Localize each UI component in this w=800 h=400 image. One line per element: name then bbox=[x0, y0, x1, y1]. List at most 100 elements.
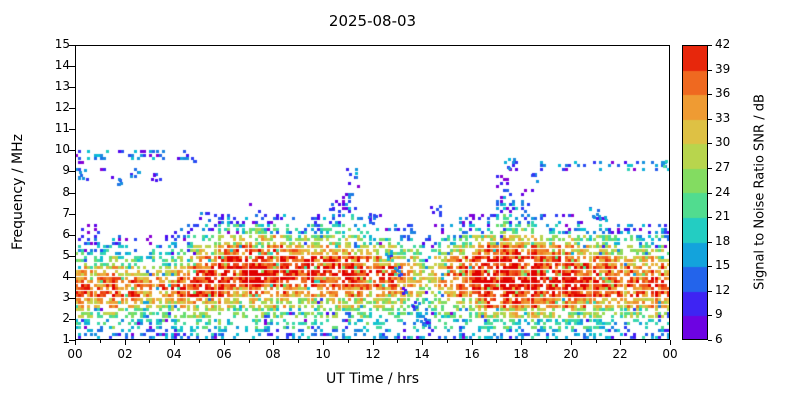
y-tick-mark bbox=[69, 256, 75, 257]
colorbar-tick-label: 12 bbox=[715, 283, 731, 297]
y-axis-label: Frequency / MHz bbox=[10, 134, 26, 250]
y-tick-label: 5 bbox=[62, 248, 70, 262]
x-tick-label: 14 bbox=[414, 347, 430, 361]
x-minor-tick-mark bbox=[546, 340, 547, 343]
y-tick-mark bbox=[69, 277, 75, 278]
x-tick-label: 20 bbox=[563, 347, 579, 361]
x-tick-mark bbox=[472, 340, 473, 345]
x-tick-label: 18 bbox=[513, 347, 529, 361]
x-tick-mark bbox=[571, 340, 572, 345]
y-tick-mark bbox=[69, 214, 75, 215]
x-tick-label: 12 bbox=[365, 347, 381, 361]
x-tick-label: 00 bbox=[67, 347, 83, 361]
x-tick-mark bbox=[174, 340, 175, 345]
colorbar-tick-label: 24 bbox=[715, 185, 731, 199]
x-tick-mark bbox=[521, 340, 522, 345]
colorbar-tick-label: 21 bbox=[715, 209, 731, 223]
colorbar bbox=[682, 45, 708, 340]
x-minor-tick-mark bbox=[397, 340, 398, 343]
y-tick-label: 3 bbox=[62, 290, 70, 304]
colorbar-tick-mark bbox=[708, 119, 712, 120]
y-tick-label: 2 bbox=[62, 311, 70, 325]
plot-area bbox=[75, 45, 670, 340]
x-tick-mark bbox=[125, 340, 126, 345]
x-minor-tick-mark bbox=[596, 340, 597, 343]
y-tick-mark bbox=[69, 108, 75, 109]
colorbar-tick-mark bbox=[708, 315, 712, 316]
x-tick-mark bbox=[323, 340, 324, 345]
colorbar-tick-label: 27 bbox=[715, 160, 731, 174]
x-tick-label: 02 bbox=[117, 347, 133, 361]
colorbar-tick-mark bbox=[708, 45, 712, 46]
y-tick-label: 7 bbox=[62, 206, 70, 220]
x-minor-tick-mark bbox=[447, 340, 448, 343]
colorbar-tick-label: 33 bbox=[715, 111, 731, 125]
x-tick-label: 22 bbox=[612, 347, 628, 361]
y-tick-mark bbox=[69, 340, 75, 341]
x-axis-label: UT Time / hrs bbox=[325, 371, 420, 387]
colorbar-tick-mark bbox=[708, 193, 712, 194]
y-tick-mark bbox=[69, 66, 75, 67]
y-tick-label: 10 bbox=[54, 142, 70, 156]
x-tick-mark bbox=[670, 340, 671, 345]
x-tick-label: 06 bbox=[216, 347, 232, 361]
y-tick-mark bbox=[69, 171, 75, 172]
y-tick-mark bbox=[69, 193, 75, 194]
y-tick-label: 6 bbox=[62, 227, 70, 241]
x-tick-label: 16 bbox=[464, 347, 480, 361]
y-tick-mark bbox=[69, 319, 75, 320]
x-tick-mark bbox=[273, 340, 274, 345]
x-tick-mark bbox=[75, 340, 76, 345]
colorbar-tick-mark bbox=[708, 340, 712, 341]
y-tick-label: 1 bbox=[62, 332, 70, 346]
colorbar-tick-mark bbox=[708, 70, 712, 71]
x-minor-tick-mark bbox=[199, 340, 200, 343]
y-tick-label: 9 bbox=[62, 163, 70, 177]
colorbar-tick-mark bbox=[708, 217, 712, 218]
x-tick-label: 00 bbox=[662, 347, 678, 361]
y-tick-mark bbox=[69, 150, 75, 151]
x-minor-tick-mark bbox=[348, 340, 349, 343]
y-tick-label: 15 bbox=[54, 37, 70, 51]
y-tick-label: 11 bbox=[54, 121, 70, 135]
y-tick-label: 12 bbox=[54, 100, 70, 114]
y-tick-label: 8 bbox=[62, 185, 70, 199]
colorbar-tick-label: 42 bbox=[715, 37, 731, 51]
x-minor-tick-mark bbox=[298, 340, 299, 343]
colorbar-tick-label: 36 bbox=[715, 86, 731, 100]
chart-title: 2025-08-03 bbox=[328, 12, 417, 30]
x-minor-tick-mark bbox=[100, 340, 101, 343]
x-minor-tick-mark bbox=[249, 340, 250, 343]
x-minor-tick-mark bbox=[645, 340, 646, 343]
x-minor-tick-mark bbox=[496, 340, 497, 343]
colorbar-canvas bbox=[683, 46, 707, 339]
colorbar-label: Signal to Noise Ratio SNR / dB bbox=[752, 94, 768, 290]
colorbar-tick-mark bbox=[708, 291, 712, 292]
x-tick-mark bbox=[620, 340, 621, 345]
x-tick-label: 08 bbox=[265, 347, 281, 361]
colorbar-tick-mark bbox=[708, 143, 712, 144]
x-tick-mark bbox=[422, 340, 423, 345]
colorbar-tick-label: 6 bbox=[715, 332, 723, 346]
colorbar-tick-label: 39 bbox=[715, 62, 731, 76]
y-tick-mark bbox=[69, 298, 75, 299]
y-tick-mark bbox=[69, 235, 75, 236]
y-tick-label: 14 bbox=[54, 58, 70, 72]
x-tick-label: 10 bbox=[315, 347, 331, 361]
y-tick-mark bbox=[69, 45, 75, 46]
colorbar-tick-label: 18 bbox=[715, 234, 731, 248]
heatmap-canvas bbox=[76, 46, 669, 339]
colorbar-tick-label: 30 bbox=[715, 135, 731, 149]
y-tick-label: 4 bbox=[62, 269, 70, 283]
x-tick-label: 04 bbox=[166, 347, 182, 361]
y-tick-mark bbox=[69, 87, 75, 88]
colorbar-tick-mark bbox=[708, 168, 712, 169]
colorbar-tick-mark bbox=[708, 94, 712, 95]
colorbar-tick-label: 15 bbox=[715, 258, 731, 272]
colorbar-tick-mark bbox=[708, 266, 712, 267]
y-tick-mark bbox=[69, 129, 75, 130]
colorbar-tick-label: 9 bbox=[715, 307, 723, 321]
x-tick-mark bbox=[373, 340, 374, 345]
x-tick-mark bbox=[224, 340, 225, 345]
